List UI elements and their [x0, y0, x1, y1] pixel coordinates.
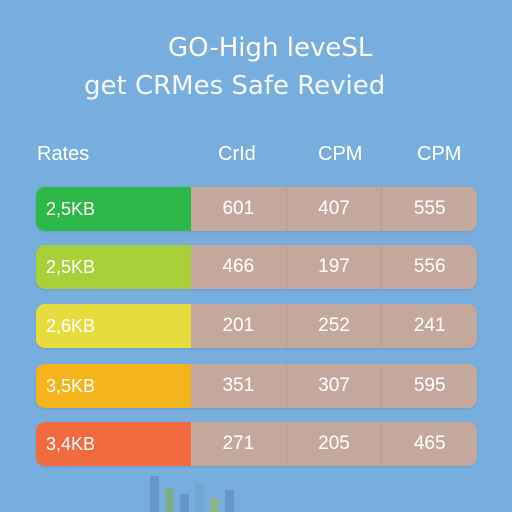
row-value: 241 — [381, 304, 477, 348]
row-label: 2,6KB — [36, 304, 191, 348]
decorative-bar — [180, 494, 189, 512]
table-row: 2,5KB 601 407 555 — [36, 187, 477, 231]
row-value: 601 — [191, 187, 286, 231]
header-rates: Rates — [37, 143, 90, 165]
row-value: 197 — [285, 245, 382, 289]
row-value: 466 — [191, 245, 286, 289]
row-value: 595 — [381, 364, 477, 408]
row-value: 407 — [285, 187, 382, 231]
decorative-bar — [195, 482, 204, 512]
row-value: 351 — [191, 364, 286, 408]
row-label: 2,5KB — [36, 187, 191, 231]
decorative-bars — [150, 467, 290, 512]
decorative-bar — [210, 498, 219, 512]
row-value: 271 — [191, 422, 286, 466]
table-row: 3,4KB 271 205 465 — [36, 422, 477, 466]
row-value: 205 — [285, 422, 382, 466]
decorative-bar — [150, 476, 159, 512]
decorative-bar — [165, 488, 174, 512]
row-value: 201 — [191, 304, 286, 348]
row-value: 556 — [381, 245, 477, 289]
table-row: 2,5KB 466 197 556 — [36, 245, 477, 289]
table-row: 3,5KB 351 307 595 — [36, 364, 477, 408]
row-label: 2,5KB — [36, 245, 191, 289]
row-value: 465 — [381, 422, 477, 466]
decorative-bar — [225, 490, 234, 512]
table-row: 2,6KB 201 252 241 — [36, 304, 477, 348]
header-col-2: CPM — [318, 143, 363, 165]
page-subtitle: get CRMes Safe Revied — [84, 71, 386, 101]
header-col-1: CrId — [218, 143, 256, 165]
row-label: 3,4KB — [36, 422, 191, 466]
header-col-3: CPM — [417, 143, 462, 165]
row-value: 555 — [381, 187, 477, 231]
row-value: 252 — [285, 304, 382, 348]
page-title: GO-High leveSL — [168, 33, 373, 63]
row-value: 307 — [285, 364, 382, 408]
row-label: 3,5KB — [36, 364, 191, 408]
